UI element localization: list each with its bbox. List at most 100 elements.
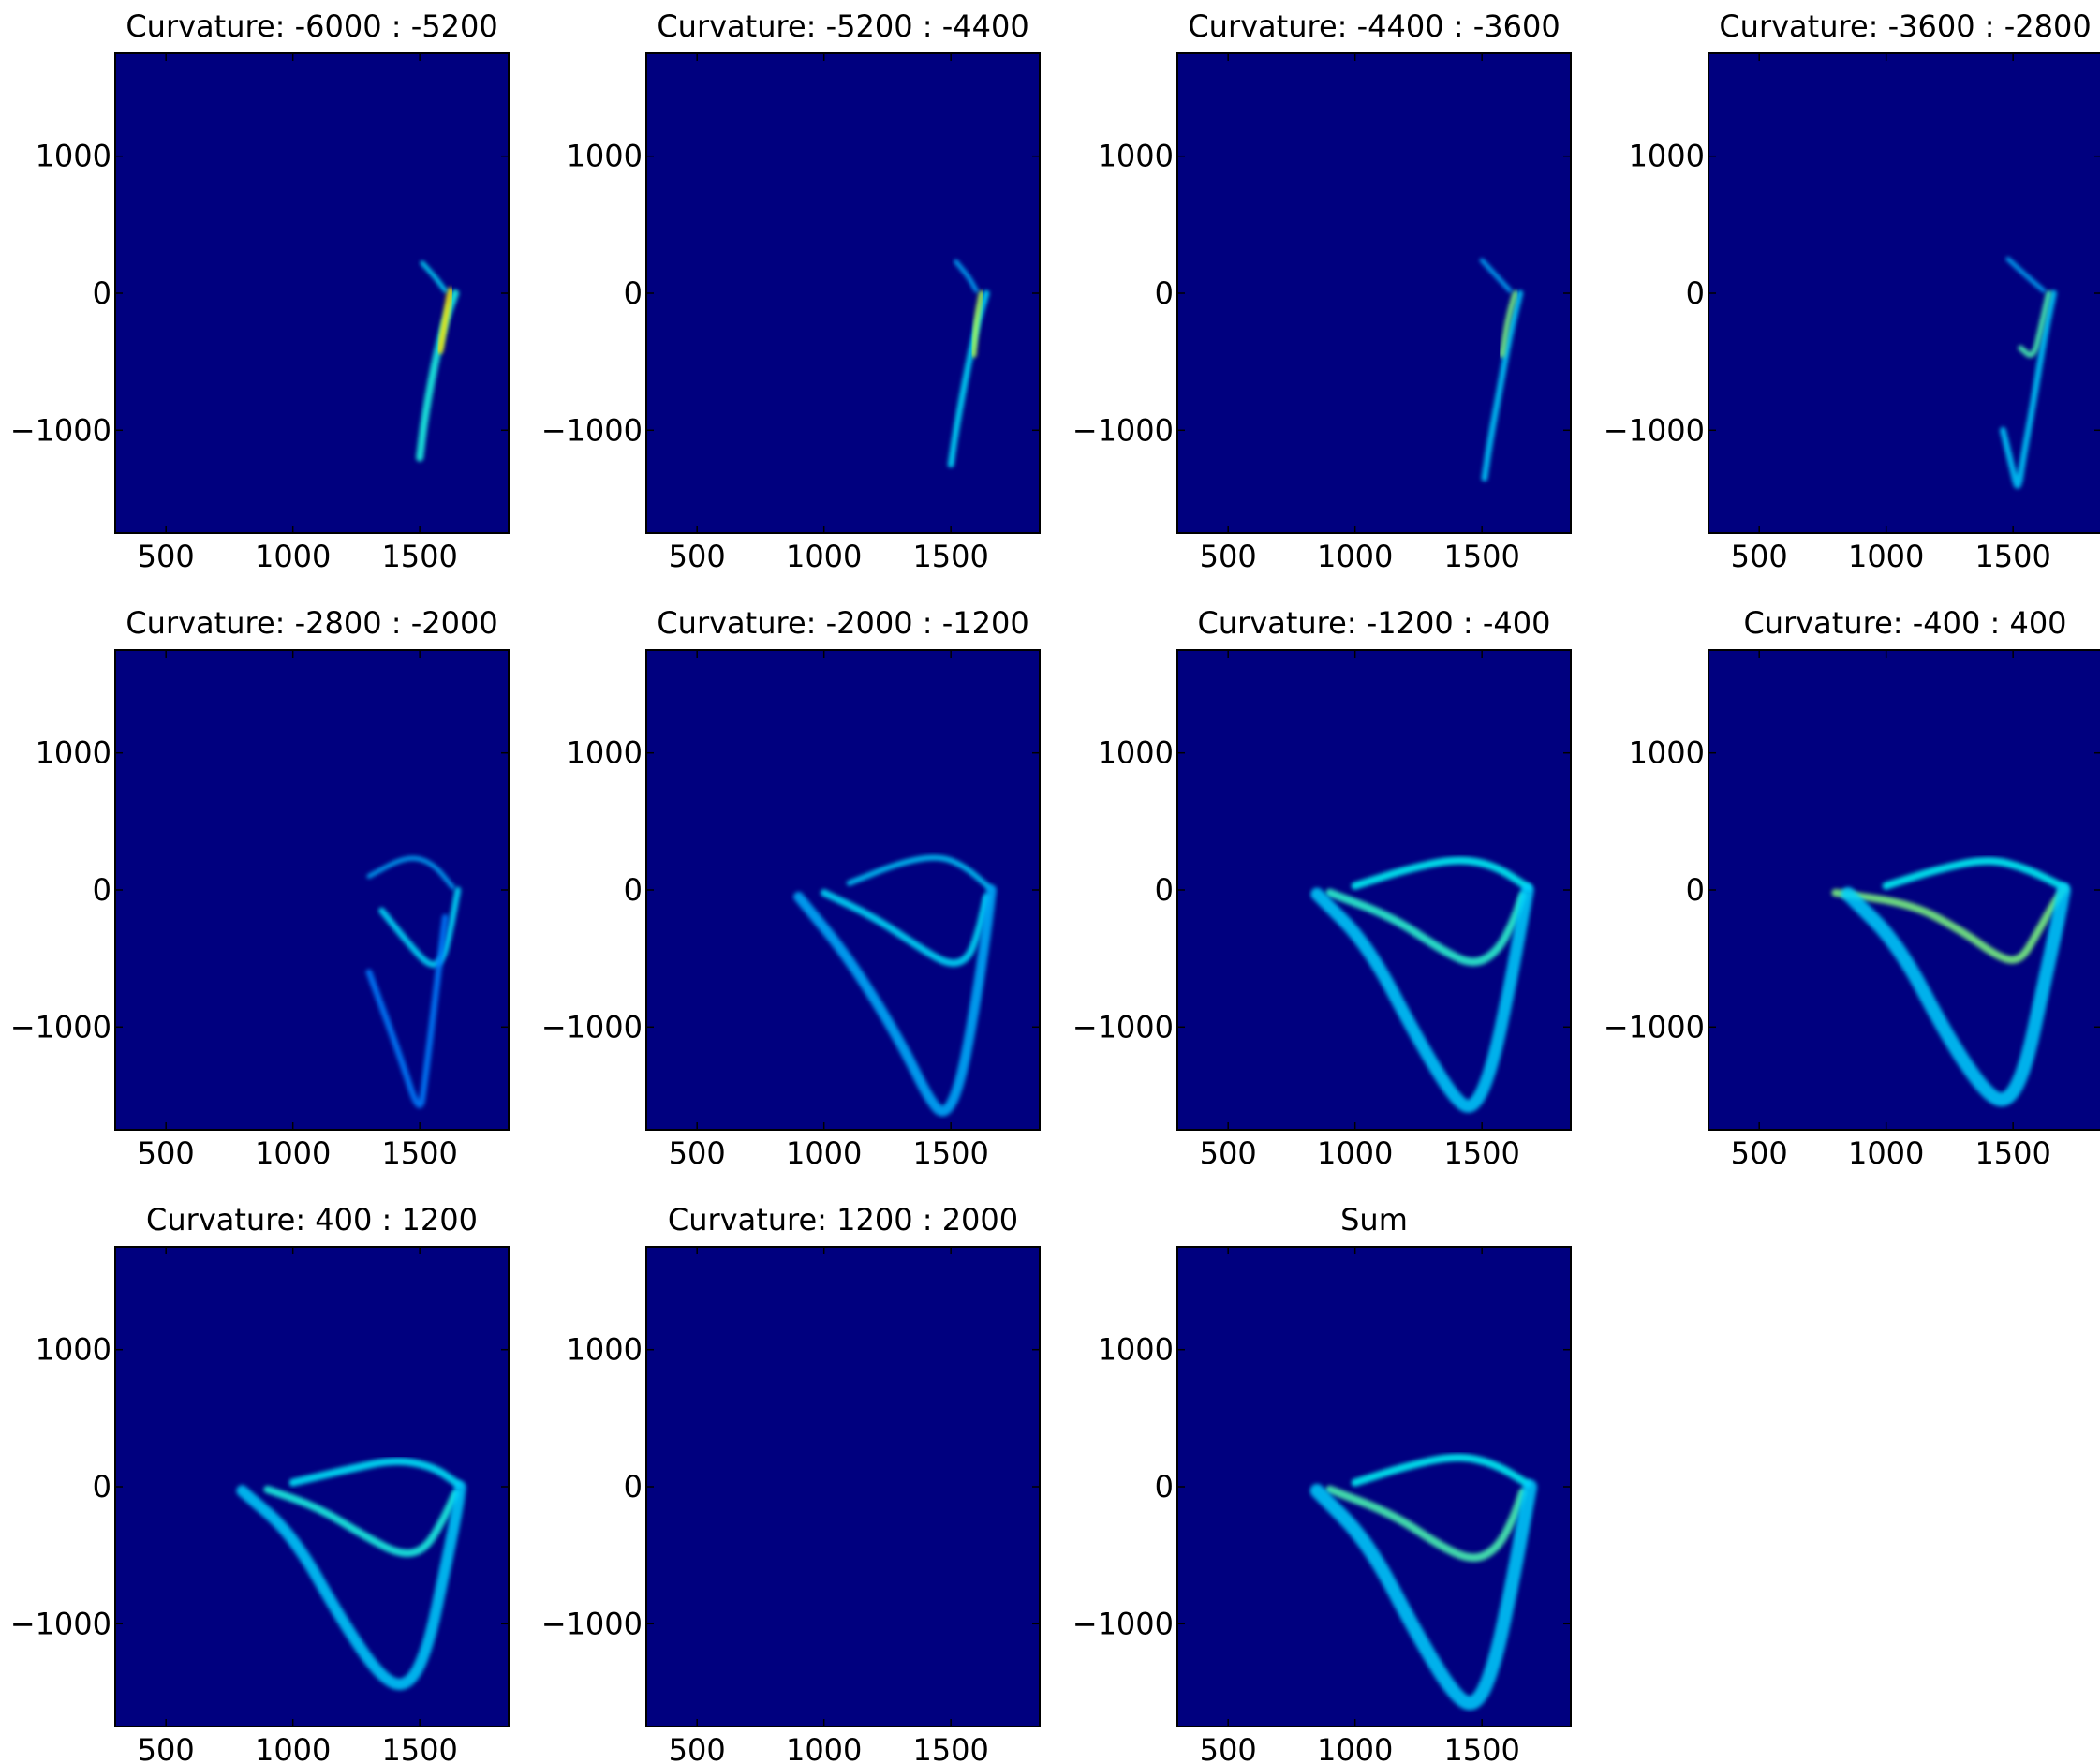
x-tick-label: 1000: [786, 1135, 862, 1171]
heatmap-band: [846, 854, 992, 891]
y-tick-label: 1000: [36, 139, 111, 174]
x-tick-label: 1000: [1848, 539, 1924, 574]
y-tick-label: −1000: [541, 412, 643, 448]
x-tick-label: 1500: [1974, 1135, 2050, 1171]
heatmap-band: [1481, 289, 1524, 482]
heatmap-band: [1309, 1479, 1538, 1711]
x-tick-label: 1500: [1974, 539, 2050, 574]
y-tick-label: −1000: [1072, 1606, 1174, 1641]
heatmap-band: [1499, 290, 1518, 358]
subplot-title: Curvature: -2000 : -1200: [657, 605, 1028, 641]
y-tick-label: 1000: [1629, 139, 1705, 174]
x-tick-label: 500: [1731, 539, 1788, 574]
x-tick-label: 1000: [786, 1732, 862, 1764]
subplot-8: Curvature: -400 : 400 500 1000 1500 1000 0 −10…: [1604, 605, 2100, 1171]
y-tick-label: 1000: [36, 735, 111, 771]
y-tick-label: −1000: [1604, 1009, 1705, 1045]
heatmap-band: [1325, 888, 1527, 967]
y-tick-label: 0: [93, 275, 111, 311]
heatmap-band: [366, 855, 455, 890]
subplot-2: Curvature: -5200 : -4400 500 1000 1500 1000 0…: [541, 8, 1041, 574]
heatmap-band: [954, 259, 979, 293]
subplot-5: Curvature: -2800 : -2000 500 1000 1500 1000 0…: [10, 605, 510, 1171]
y-tick-label: 0: [1686, 872, 1705, 908]
x-tick-label: 500: [669, 1732, 726, 1764]
x-tick-label: 1000: [1848, 1135, 1924, 1171]
subplot-10: Curvature: 1200 : 2000 500 1000 1500 1000 0 −1…: [541, 1202, 1041, 1764]
heatmap-band: [1325, 1485, 1527, 1563]
subplot-title: Curvature: -400 : 400: [1743, 605, 2066, 641]
y-tick-label: −1000: [10, 1009, 111, 1045]
heatmap-band: [1479, 258, 1513, 293]
subplot-title: Curvature: -2800 : -2000: [126, 605, 497, 641]
subplot-title: Sum: [1340, 1202, 1408, 1238]
subplot-9: Curvature: 400 : 1200 500 1000 1500 1000 0 −10…: [10, 1202, 510, 1764]
subplot-1: Curvature: -6000 : -5200 500 1000 1500 1000 0…: [10, 8, 510, 574]
x-tick-label: 1000: [1317, 539, 1393, 574]
x-tick-label: 1500: [912, 1135, 988, 1171]
heatmap-background: [646, 1247, 1040, 1727]
x-tick-label: 1000: [786, 539, 862, 574]
subplot-title: Curvature: 400 : 1200: [146, 1202, 478, 1238]
y-tick-label: −1000: [1072, 1009, 1174, 1045]
heatmap-band: [1882, 857, 2068, 892]
y-tick-label: −1000: [10, 1606, 111, 1641]
heatmap-band: [1831, 885, 2068, 964]
heatmap-band: [1841, 882, 2071, 1107]
y-tick-label: 1000: [1098, 1332, 1174, 1368]
x-tick-label: 1000: [1317, 1135, 1393, 1171]
x-tick-label: 500: [1200, 1732, 1257, 1764]
y-tick-label: 0: [1155, 275, 1174, 311]
y-tick-label: 0: [624, 1469, 643, 1505]
heatmap-band: [2005, 256, 2047, 293]
x-tick-label: 1000: [1317, 1732, 1393, 1764]
subplot-title: Curvature: 1200 : 2000: [668, 1202, 1018, 1238]
y-tick-label: 0: [624, 872, 643, 908]
x-tick-label: 1000: [255, 1732, 331, 1764]
y-tick-label: 1000: [36, 1332, 111, 1368]
y-tick-label: −1000: [541, 1606, 643, 1641]
x-tick-label: 500: [138, 1732, 195, 1764]
heatmap-band: [288, 1457, 462, 1489]
heatmap-band: [236, 1480, 466, 1691]
y-tick-label: 0: [1155, 1469, 1174, 1505]
heatmap-band: [1999, 289, 2057, 489]
subplot-title: Curvature: -1200 : -400: [1198, 605, 1551, 641]
x-tick-label: 500: [138, 539, 195, 574]
heatmap-band: [820, 889, 990, 967]
x-tick-label: 1500: [381, 1135, 457, 1171]
y-tick-label: 1000: [567, 1332, 643, 1368]
y-tick-label: 1000: [1098, 735, 1174, 771]
y-tick-label: 1000: [1629, 735, 1705, 771]
x-tick-label: 1500: [381, 1732, 457, 1764]
heatmap-band: [420, 260, 448, 293]
x-tick-label: 1500: [1443, 1732, 1519, 1764]
y-tick-label: 0: [1686, 275, 1705, 311]
subplot-4: Curvature: -3600 : -2800 500 1000 1500 1000 0…: [1604, 8, 2100, 574]
heatmap-band: [2018, 290, 2052, 358]
y-tick-label: 0: [624, 275, 643, 311]
y-tick-label: 1000: [567, 139, 643, 174]
x-tick-label: 1500: [1443, 539, 1519, 574]
heatmap-band: [436, 287, 454, 354]
heatmap-band: [793, 884, 997, 1117]
x-tick-label: 1500: [912, 539, 988, 574]
subplot-6: Curvature: -2000 : -1200 500 1000 1500 1000 0…: [541, 605, 1041, 1171]
y-tick-label: −1000: [1604, 412, 1705, 448]
x-tick-label: 500: [138, 1135, 195, 1171]
x-tick-label: 1000: [255, 1135, 331, 1171]
y-tick-label: −1000: [541, 1009, 643, 1045]
heatmap-band: [1310, 883, 1534, 1113]
x-tick-label: 500: [1200, 1135, 1257, 1171]
heatmap-band: [1351, 1453, 1532, 1489]
subplot-11: Sum 500 1000 1500 1000 0 −1000: [1072, 1202, 1572, 1764]
heatmap-band: [365, 913, 449, 1108]
x-tick-label: 500: [669, 1135, 726, 1171]
x-tick-label: 1500: [912, 1732, 988, 1764]
heatmap-band: [970, 290, 984, 358]
heatmap-band: [1351, 856, 1532, 892]
y-tick-label: 0: [93, 872, 111, 908]
subplot-title: Curvature: -3600 : -2800: [1719, 8, 2091, 44]
subplot-3: Curvature: -4400 : -3600 500 1000 1500 1000 0…: [1072, 8, 1572, 574]
